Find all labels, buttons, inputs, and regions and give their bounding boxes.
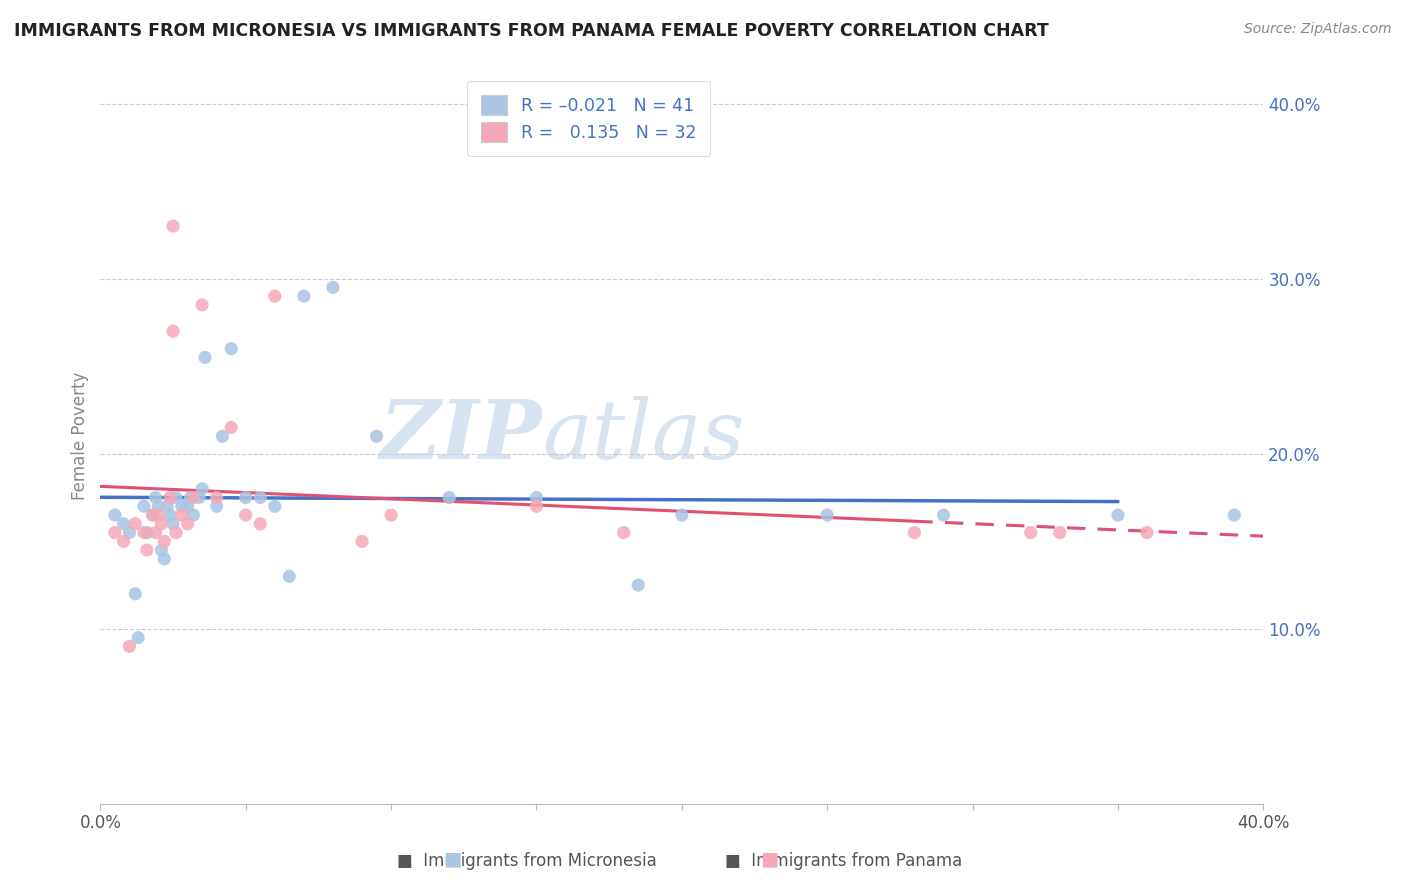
Point	[932, 508, 955, 522]
Point	[118, 525, 141, 540]
Point	[176, 500, 198, 514]
Point	[1223, 508, 1246, 522]
Point	[380, 508, 402, 522]
Point	[1107, 508, 1129, 522]
Point	[153, 534, 176, 549]
Point	[165, 525, 187, 540]
Point	[671, 508, 693, 522]
Point	[132, 500, 155, 514]
Point	[366, 429, 388, 443]
Point	[211, 429, 233, 443]
Point	[142, 508, 165, 522]
Point	[170, 508, 193, 522]
Point	[439, 491, 461, 505]
Point	[205, 491, 228, 505]
Point	[278, 569, 301, 583]
Point	[219, 342, 242, 356]
Point	[183, 508, 205, 522]
Point	[162, 516, 184, 531]
Point	[118, 640, 141, 654]
Point	[142, 508, 165, 522]
Point	[322, 280, 344, 294]
Point	[153, 551, 176, 566]
Text: ■: ■	[759, 850, 779, 869]
Point	[159, 508, 181, 522]
Point	[124, 587, 146, 601]
Text: ZIP: ZIP	[380, 396, 543, 476]
Point	[219, 420, 242, 434]
Point	[249, 491, 271, 505]
Point	[150, 543, 173, 558]
Point	[191, 482, 214, 496]
Point	[127, 631, 149, 645]
Point	[1019, 525, 1042, 540]
Point	[235, 508, 257, 522]
Point	[145, 525, 167, 540]
Point	[292, 289, 315, 303]
Point	[526, 500, 548, 514]
Y-axis label: Female Poverty: Female Poverty	[72, 372, 89, 500]
Point	[170, 500, 193, 514]
Point	[205, 500, 228, 514]
Point	[104, 508, 127, 522]
Point	[179, 491, 201, 505]
Point	[112, 516, 135, 531]
Text: Source: ZipAtlas.com: Source: ZipAtlas.com	[1244, 22, 1392, 37]
Point	[1136, 525, 1159, 540]
Point	[194, 351, 217, 365]
Text: ■  Immigrants from Panama: ■ Immigrants from Panama	[725, 852, 962, 870]
Point	[235, 491, 257, 505]
Point	[183, 491, 205, 505]
Point	[249, 516, 271, 531]
Point	[135, 525, 157, 540]
Text: IMMIGRANTS FROM MICRONESIA VS IMMIGRANTS FROM PANAMA FEMALE POVERTY CORRELATION : IMMIGRANTS FROM MICRONESIA VS IMMIGRANTS…	[14, 22, 1049, 40]
Point	[815, 508, 838, 522]
Point	[165, 491, 187, 505]
Point	[176, 516, 198, 531]
Point	[162, 324, 184, 338]
Point	[124, 516, 146, 531]
Point	[150, 516, 173, 531]
Point	[526, 491, 548, 505]
Text: atlas: atlas	[543, 396, 745, 476]
Point	[1049, 525, 1071, 540]
Point	[613, 525, 636, 540]
Point	[135, 543, 157, 558]
Point	[159, 491, 181, 505]
Point	[162, 219, 184, 233]
Point	[148, 508, 170, 522]
Point	[188, 491, 211, 505]
Text: ■: ■	[443, 850, 463, 869]
Text: ■  Immigrants from Micronesia: ■ Immigrants from Micronesia	[398, 852, 657, 870]
Point	[145, 491, 167, 505]
Point	[191, 298, 214, 312]
Point	[132, 525, 155, 540]
Point	[627, 578, 650, 592]
Point	[148, 500, 170, 514]
Point	[112, 534, 135, 549]
Point	[156, 500, 179, 514]
Point	[263, 289, 285, 303]
Point	[263, 500, 285, 514]
Point	[903, 525, 925, 540]
Legend: R = –0.021   N = 41, R =   0.135   N = 32: R = –0.021 N = 41, R = 0.135 N = 32	[467, 81, 710, 156]
Point	[350, 534, 373, 549]
Point	[104, 525, 127, 540]
